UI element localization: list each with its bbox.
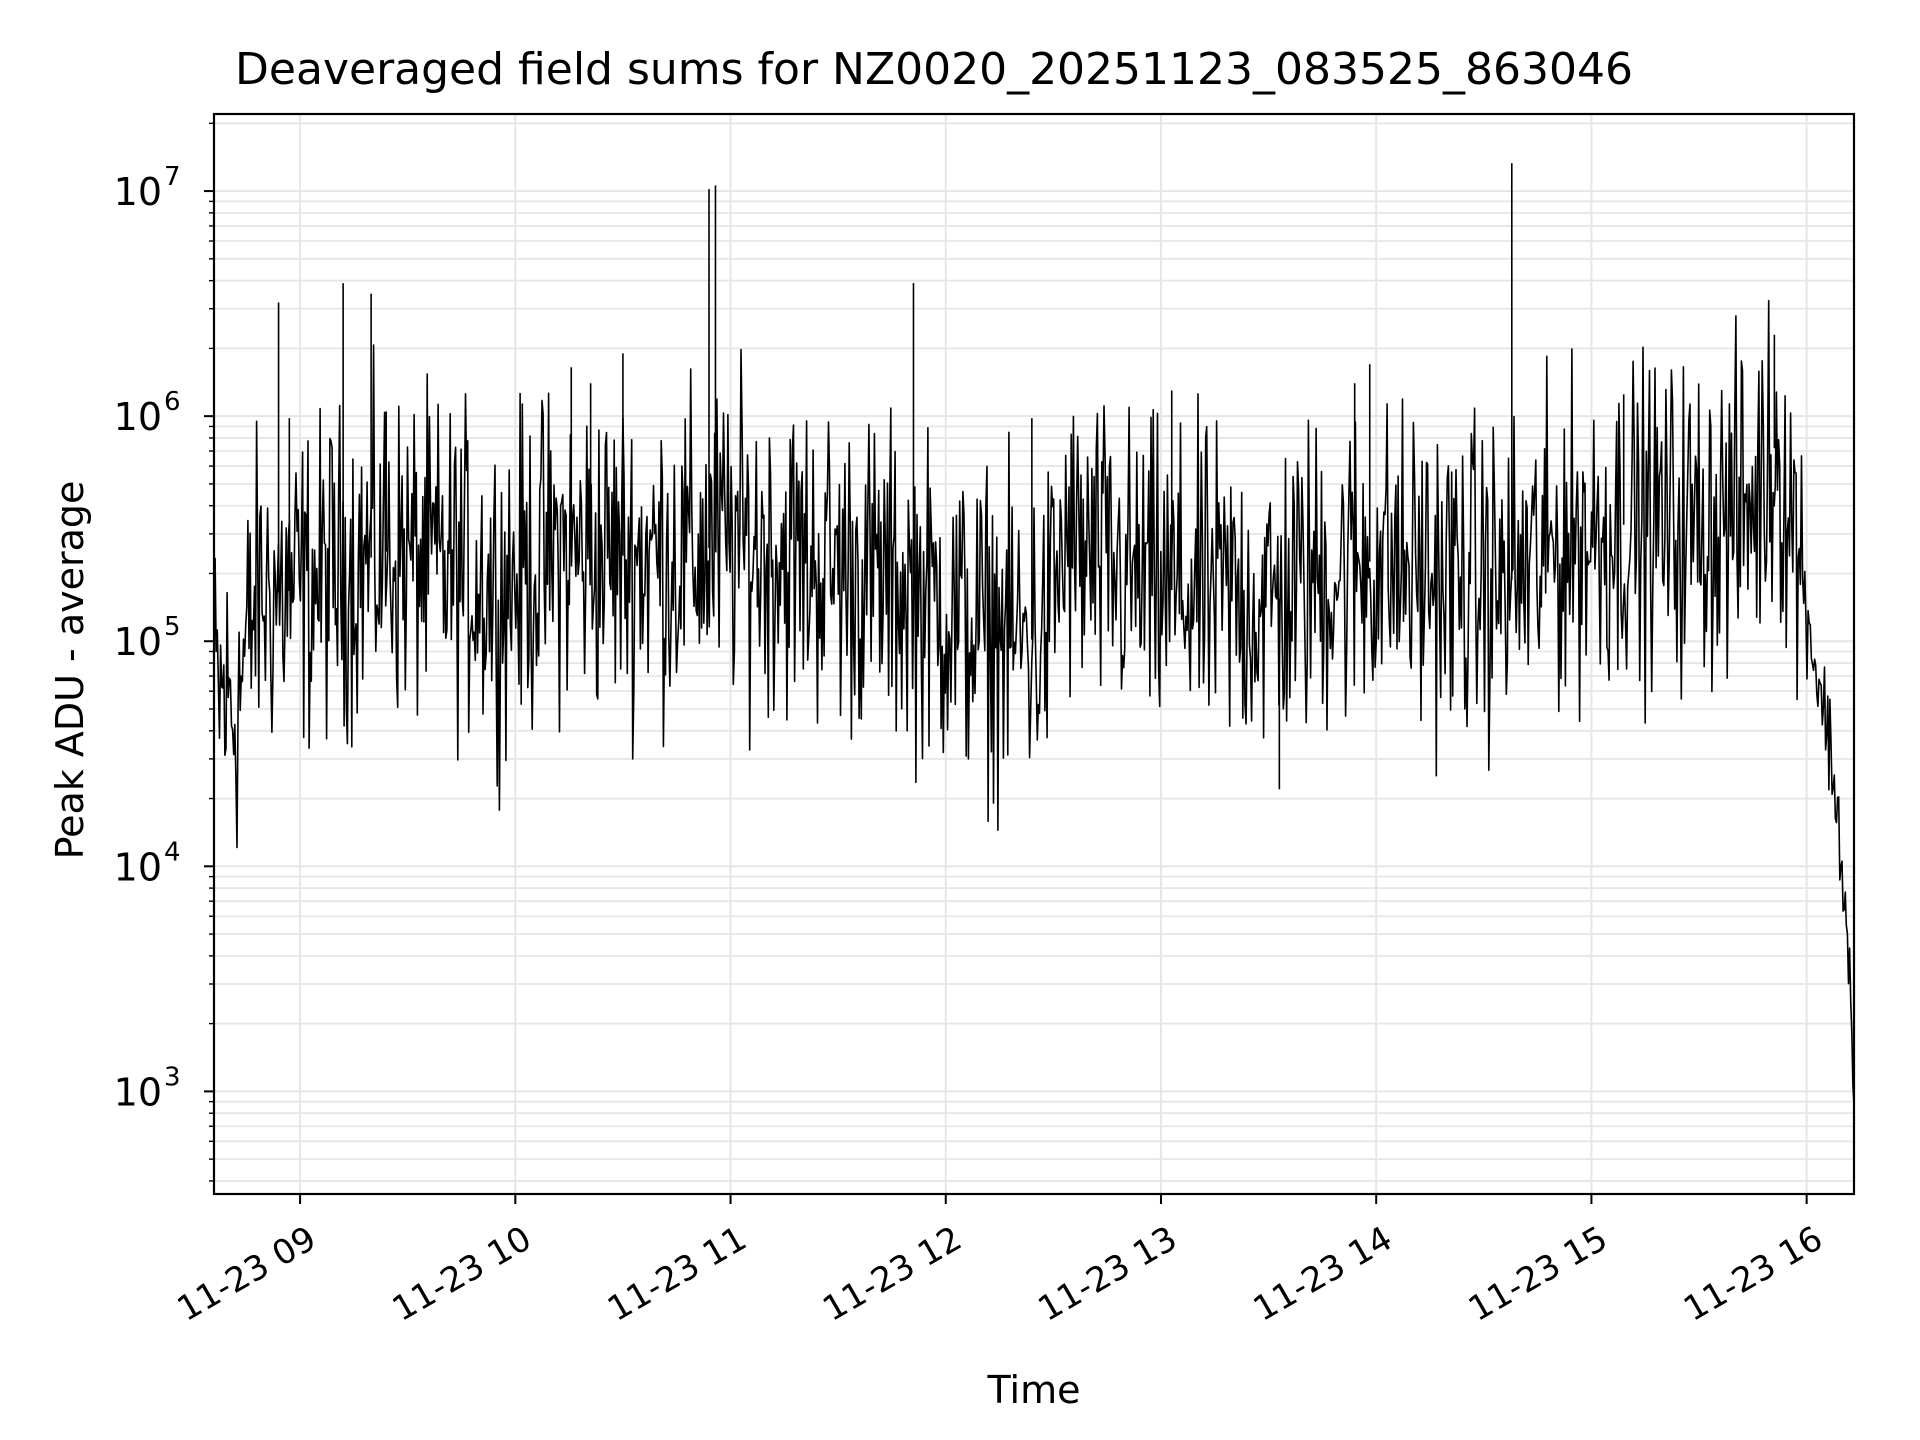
- grid-lines: [214, 114, 1854, 1194]
- y-tick-exponent: 5: [164, 612, 181, 642]
- y-tick-exponent: 4: [164, 837, 181, 867]
- x-tick-label: 11-23 10: [386, 1219, 538, 1330]
- y-tick-exponent: 7: [164, 162, 181, 192]
- x-tick-label: 11-23 14: [1247, 1219, 1399, 1330]
- series-line: [213, 299, 1855, 1106]
- chart-title: Deaveraged field sums for NZ0020_2025112…: [235, 44, 1633, 95]
- y-tick-label: 10: [114, 620, 162, 664]
- spike-marks: [277, 163, 1776, 790]
- y-tick-label: 10: [114, 170, 162, 214]
- y-tick-exponent: 6: [164, 387, 181, 417]
- x-tick-label: 11-23 11: [601, 1219, 753, 1330]
- x-axis-label: Time: [987, 1368, 1081, 1412]
- x-tick-label: 11-23 12: [816, 1219, 968, 1330]
- y-tick-label: 10: [114, 395, 162, 439]
- x-tick-label: 11-23 09: [171, 1219, 323, 1330]
- plot-frame: [212, 112, 1856, 1196]
- y-tick-label: 10: [114, 845, 162, 889]
- y-tick-label: 10: [114, 1070, 162, 1114]
- x-tick-label: 11-23 15: [1462, 1219, 1614, 1330]
- x-tick-label: 11-23 13: [1031, 1219, 1183, 1330]
- x-tick-label: 11-23 16: [1677, 1219, 1829, 1330]
- y-tick-exponent: 3: [164, 1062, 181, 1092]
